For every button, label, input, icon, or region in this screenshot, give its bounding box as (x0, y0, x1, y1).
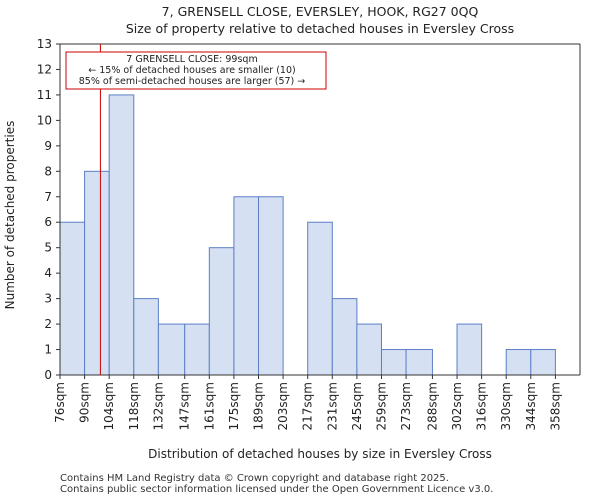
x-tick-label: 259sqm (374, 382, 388, 430)
bars-group (59, 94, 556, 376)
bar-132sqm (157, 323, 186, 376)
x-tick-label: 302sqm (450, 382, 464, 430)
x-tick-label: 76sqm (53, 382, 67, 423)
y-tick-label: 1 (44, 343, 52, 357)
bar-147sqm (184, 323, 210, 376)
y-tick-label: 0 (44, 368, 52, 382)
y-tick-label: 11 (37, 88, 52, 102)
y-tick-label: 4 (44, 266, 52, 280)
annotation-group: 7 GRENSELL CLOSE: 99sqm ← 15% of detache… (65, 51, 327, 90)
y-tick-label: 6 (44, 215, 52, 229)
bar-175sqm (233, 196, 260, 376)
x-tick-label: 189sqm (252, 382, 266, 430)
bar-231sqm (331, 298, 358, 376)
bar-118sqm (133, 298, 159, 376)
bar-302sqm (456, 323, 483, 376)
bar-273sqm (405, 349, 433, 376)
footer-line-2: Contains public sector information licen… (60, 484, 494, 495)
x-tick-label: 203sqm (276, 382, 290, 430)
y-tick-label: 10 (37, 113, 52, 127)
bar-217sqm (307, 221, 333, 376)
annotation-larger: 85% of semi-detached houses are larger (… (79, 76, 306, 87)
annotation-smaller: ← 15% of detached houses are smaller (10… (88, 65, 295, 76)
bar-344sqm (530, 349, 556, 376)
footer-line-1: Contains HM Land Registry data © Crown c… (60, 473, 449, 484)
y-tick-label: 5 (44, 241, 52, 255)
y-tick-label: 13 (37, 37, 52, 51)
bar-104sqm (108, 94, 135, 376)
x-axis-label: Distribution of detached houses by size … (148, 447, 492, 461)
x-tick-label: 90sqm (78, 382, 92, 423)
y-tick-label: 3 (44, 292, 52, 306)
x-tick-label: 132sqm (151, 382, 165, 430)
bar-330sqm (505, 349, 532, 376)
bar-189sqm (258, 196, 284, 376)
chart-title: 7, GRENSELL CLOSE, EVERSLEY, HOOK, RG27 … (162, 4, 479, 19)
y-tick-label: 8 (44, 164, 52, 178)
x-tick-label: 344sqm (524, 382, 538, 430)
chart-subtitle: Size of property relative to detached ho… (126, 21, 514, 36)
x-tick-label: 288sqm (425, 382, 439, 430)
bar-90sqm (84, 170, 110, 376)
x-tick-label: 358sqm (548, 382, 562, 430)
x-tick-label: 330sqm (499, 382, 513, 430)
y-axis-label: Number of detached properties (3, 121, 17, 310)
x-tick-label: 104sqm (102, 382, 116, 430)
x-tick-label: 217sqm (301, 382, 315, 430)
annotation-box (65, 51, 327, 90)
y-tick-label: 9 (44, 139, 52, 153)
bar-259sqm (380, 349, 407, 376)
x-tick-label: 175sqm (227, 382, 241, 430)
x-tick-label: 147sqm (178, 382, 192, 430)
y-tick-label: 7 (44, 190, 52, 204)
bar-161sqm (208, 247, 235, 376)
x-tick-label: 316sqm (475, 382, 489, 430)
x-tick-label: 118sqm (127, 382, 141, 430)
bar-245sqm (356, 323, 382, 376)
bar-76sqm (59, 221, 86, 376)
histogram-chart: 7, GRENSELL CLOSE, EVERSLEY, HOOK, RG27 … (3, 4, 581, 461)
y-tick-label: 12 (37, 62, 52, 76)
x-tick-label: 161sqm (202, 382, 216, 430)
annotation-title: 7 GRENSELL CLOSE: 99sqm (126, 54, 257, 65)
x-tick-label: 273sqm (399, 382, 413, 430)
y-tick-label: 2 (44, 317, 52, 331)
x-tick-label: 245sqm (350, 382, 364, 430)
x-tick-label: 231sqm (325, 382, 339, 430)
